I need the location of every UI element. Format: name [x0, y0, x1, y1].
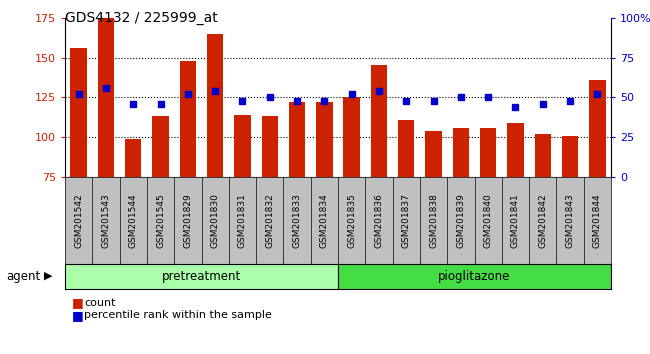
Text: GSM201829: GSM201829 — [183, 193, 192, 248]
Bar — [234, 115, 251, 177]
Text: GSM201545: GSM201545 — [156, 193, 165, 248]
Bar — [343, 97, 360, 177]
Bar — [289, 102, 306, 177]
Bar — [207, 34, 224, 177]
Bar — [534, 134, 551, 177]
Text: GSM201833: GSM201833 — [292, 193, 302, 248]
Text: ■: ■ — [72, 296, 83, 309]
Bar — [370, 65, 387, 177]
Text: pioglitazone: pioglitazone — [438, 270, 511, 282]
Text: agent: agent — [6, 270, 41, 282]
Bar — [452, 127, 469, 177]
Text: GSM201842: GSM201842 — [538, 193, 547, 248]
Text: GSM201844: GSM201844 — [593, 193, 602, 248]
Bar — [98, 18, 114, 177]
Text: GSM201830: GSM201830 — [211, 193, 220, 248]
Text: GSM201831: GSM201831 — [238, 193, 247, 248]
Bar — [562, 136, 578, 177]
Text: GSM201544: GSM201544 — [129, 193, 138, 248]
Text: count: count — [84, 298, 116, 308]
Text: GDS4132 / 225999_at: GDS4132 / 225999_at — [65, 11, 218, 25]
Text: GSM201843: GSM201843 — [566, 193, 575, 248]
Bar — [125, 139, 142, 177]
Text: GSM201836: GSM201836 — [374, 193, 384, 248]
Bar — [261, 116, 278, 177]
Text: percentile rank within the sample: percentile rank within the sample — [84, 310, 272, 320]
Text: GSM201838: GSM201838 — [429, 193, 438, 248]
Text: GSM201834: GSM201834 — [320, 193, 329, 248]
Text: ▶: ▶ — [44, 271, 53, 281]
Bar — [152, 116, 169, 177]
Bar — [70, 48, 87, 177]
Text: ■: ■ — [72, 309, 83, 321]
Bar — [179, 61, 196, 177]
Text: GSM201542: GSM201542 — [74, 193, 83, 248]
Bar — [589, 80, 606, 177]
Text: GSM201840: GSM201840 — [484, 193, 493, 248]
Bar — [425, 131, 442, 177]
Text: pretreatment: pretreatment — [162, 270, 241, 282]
Text: GSM201839: GSM201839 — [456, 193, 465, 248]
Bar — [398, 120, 415, 177]
Text: GSM201835: GSM201835 — [347, 193, 356, 248]
Text: GSM201837: GSM201837 — [402, 193, 411, 248]
Bar — [480, 127, 497, 177]
Text: GSM201832: GSM201832 — [265, 193, 274, 248]
Text: GSM201841: GSM201841 — [511, 193, 520, 248]
Bar — [507, 123, 524, 177]
Bar — [316, 102, 333, 177]
Text: GSM201543: GSM201543 — [101, 193, 111, 248]
